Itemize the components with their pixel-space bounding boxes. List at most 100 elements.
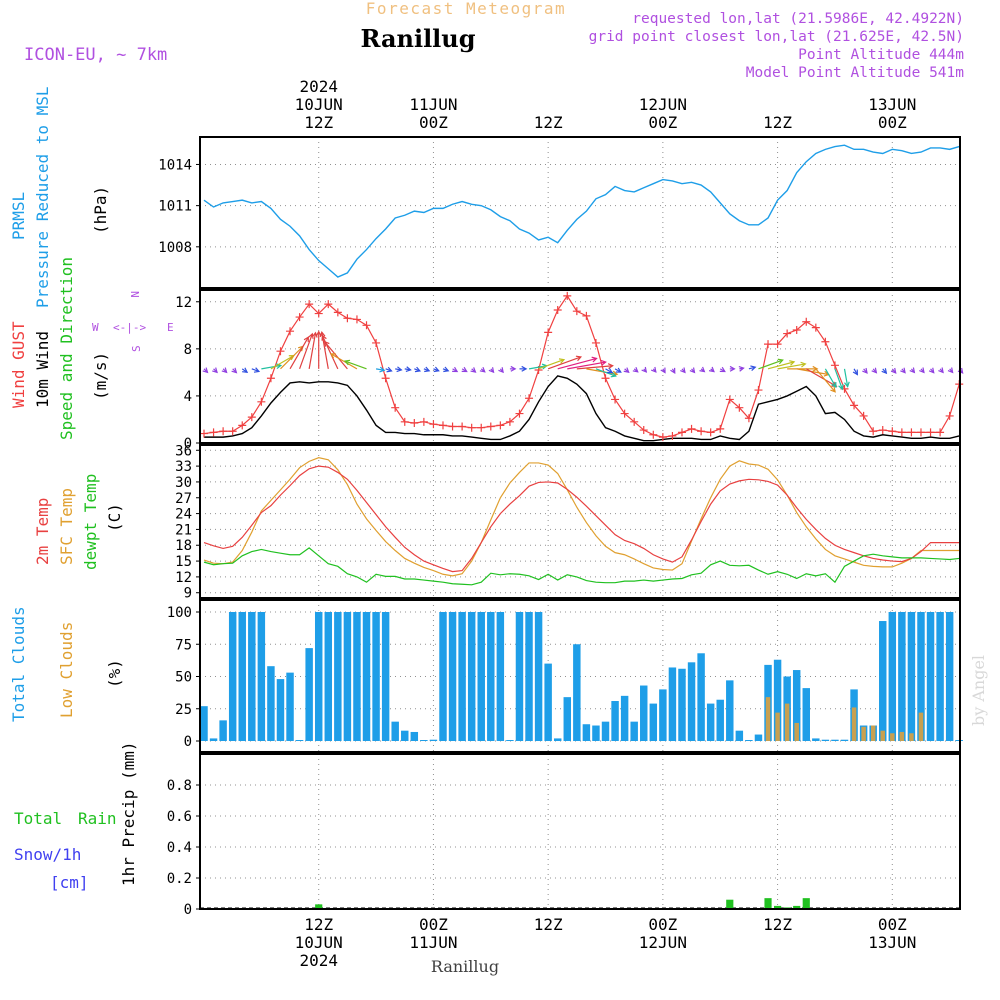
y-tick-label: 0.2	[167, 871, 192, 887]
gust-marker	[505, 417, 514, 426]
gust-marker	[276, 347, 285, 356]
total-cloud-bar	[630, 721, 638, 741]
y-tick-label: 0	[184, 902, 192, 918]
wind-arrow	[479, 366, 486, 373]
rain-bar	[802, 898, 810, 909]
low-cloud-bar	[775, 712, 780, 741]
total-cloud-bar	[381, 612, 390, 741]
gust-marker	[525, 394, 534, 403]
bottom-hour: 00Z	[648, 915, 677, 934]
wind-arrow	[862, 367, 868, 374]
gust-marker	[649, 430, 658, 439]
gust-marker	[228, 427, 237, 436]
total-cloud-bar	[898, 612, 906, 741]
wind-arrow	[343, 359, 367, 370]
wind-arrow	[699, 366, 706, 373]
wind-arrow	[623, 367, 630, 374]
wind-arrow	[900, 367, 906, 374]
gust-marker	[811, 323, 820, 332]
total-cloud-bar	[324, 612, 333, 741]
gust-marker	[563, 291, 572, 300]
y-tick-label: 0.4	[167, 840, 192, 856]
bottom-hour: 00Z	[419, 915, 448, 934]
wind-arrow	[519, 365, 528, 372]
low-cloud-bar	[870, 725, 876, 741]
gust-marker	[333, 308, 342, 317]
gust-marker	[897, 428, 906, 437]
gust-marker	[764, 340, 773, 349]
total-cloud-bar	[754, 734, 763, 741]
gust-marker	[486, 422, 495, 431]
wind-arrow	[660, 367, 666, 374]
y-tick-label: 12	[175, 295, 192, 311]
wind-arrow	[777, 361, 807, 370]
wind-arrow	[251, 367, 261, 373]
gust-marker	[869, 427, 878, 436]
total-cloud-bar	[773, 659, 782, 741]
bottom-hour: 12Z	[763, 915, 792, 934]
wind-arrow	[650, 366, 657, 373]
total-cloud-bar	[792, 670, 801, 741]
gust-marker	[458, 422, 467, 431]
y-tick-label: 0	[184, 734, 192, 750]
top-hour: 00Z	[878, 113, 907, 132]
gust-marker	[400, 417, 409, 426]
total-cloud-bar	[267, 666, 275, 741]
total-cloud-bar	[353, 612, 361, 741]
gust-marker	[773, 340, 782, 349]
gust-marker	[945, 411, 954, 420]
total-cloud-bar	[429, 739, 438, 741]
total-cloud-bar	[821, 739, 830, 741]
wind-arrow	[824, 368, 837, 389]
total-cloud-bar	[926, 612, 935, 741]
total-cloud-bar	[840, 739, 849, 741]
total-cloud-bar	[706, 703, 715, 741]
gust-marker	[362, 321, 371, 330]
model-label: ICON-EU, ~ 7km	[24, 45, 167, 65]
top-date: 12JUN	[639, 95, 687, 114]
total-cloud-bar	[209, 738, 218, 741]
y-tick-label: 25	[175, 702, 192, 718]
total-cloud-bar	[812, 738, 820, 741]
bottom-date: 10JUN	[295, 933, 343, 952]
gust-marker	[544, 328, 553, 337]
gust-marker	[391, 403, 400, 412]
gust-marker	[324, 300, 333, 309]
dew-label: dewpt Temp	[81, 474, 100, 570]
sfc-label: SFC Temp	[57, 488, 76, 565]
total-cloud-bar	[582, 724, 591, 741]
top-axis-tick: 12Z	[763, 113, 792, 132]
panel-precip: 0 0.2 0.4 0.6 0.8	[167, 753, 961, 918]
wind-arrow	[315, 330, 322, 369]
total-cloud-bar	[506, 740, 514, 741]
total-cloud-bar	[420, 740, 428, 741]
total-cloud-bar	[735, 730, 744, 741]
gust-marker	[295, 313, 304, 322]
total-cloud-bar	[448, 612, 457, 741]
wind-arrow	[323, 340, 348, 370]
gust-marker	[238, 421, 247, 430]
top-date: 10JUN	[295, 95, 343, 114]
top-date: 11JUN	[409, 95, 457, 114]
bottom-year: 2024	[299, 951, 338, 970]
top-axis-tick: 12Z	[534, 113, 563, 132]
y-tick-label: 18	[175, 538, 192, 554]
total-cloud-bar	[907, 612, 916, 741]
wind-arrow	[442, 366, 450, 373]
wind-arrow	[834, 368, 844, 391]
gust-marker	[553, 306, 562, 315]
gust-marker	[859, 411, 868, 420]
wind10-line	[204, 375, 960, 442]
gust-marker	[620, 409, 629, 418]
top-hour: 12Z	[763, 113, 792, 132]
bottom-date: 12JUN	[639, 933, 687, 952]
model-altitude: Model Point Altitude 541m	[746, 65, 965, 81]
wind-arrow	[241, 367, 249, 373]
compass-w: W	[92, 321, 99, 334]
wind-arrow	[595, 368, 617, 378]
wind-arrow	[202, 367, 209, 374]
